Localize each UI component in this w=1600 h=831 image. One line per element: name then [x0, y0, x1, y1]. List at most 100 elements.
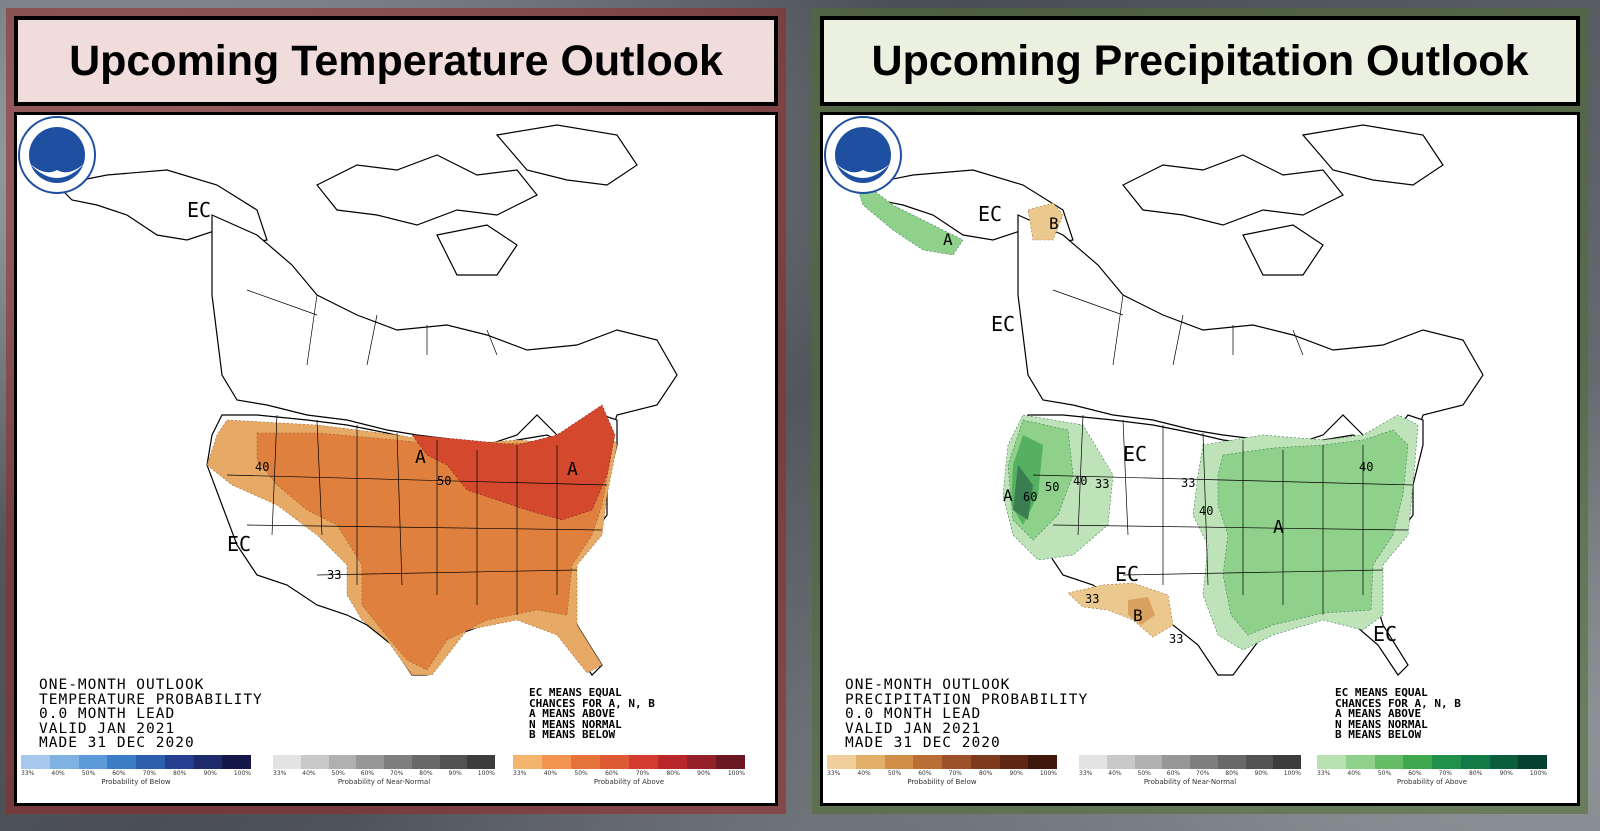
below-region: [1067, 582, 1174, 638]
colorbar-tick: 100%: [727, 770, 745, 777]
colorbar-label: Probability of Near-Normal: [1143, 778, 1237, 786]
colorbar-tick: 33%: [513, 770, 527, 777]
boundaries: [226, 289, 608, 615]
legend-line: N MEANS NORMAL: [529, 717, 622, 731]
contour-label: 33: [327, 568, 341, 582]
colorbar-swatch: [571, 755, 600, 769]
colorbar-ticks: 33% 40% 50% 60% 70% 80% 90% 100%: [513, 770, 745, 777]
colorbar-tick: 90%: [1009, 770, 1023, 777]
colorbar-tick: 70%: [635, 770, 650, 777]
colorbar-swatch: [658, 755, 687, 769]
colorbar-label: Probability of Near-Normal: [337, 778, 431, 786]
colorbar-swatch: [970, 755, 1000, 769]
colorbar-swatch: [716, 755, 745, 769]
colorbar-swatch: [913, 755, 942, 769]
colorbar-swatch: [193, 755, 223, 769]
colorbar-tick: 60%: [360, 770, 375, 777]
colorbar-swatch: [542, 755, 571, 769]
ec-label: EC: [1123, 442, 1147, 466]
colorbar-tick: 40%: [543, 770, 558, 777]
contour-label: 50: [1045, 480, 1059, 494]
ec-label: EC: [227, 532, 251, 556]
base-map: [55, 124, 678, 461]
colorbar-swatch: [827, 755, 856, 769]
colorbar-swatch: [384, 755, 412, 769]
colorbar-tick: 70%: [1438, 770, 1452, 777]
colorbar-swatches: [827, 755, 1057, 769]
caption-line: TEMPERATURE PROBABILITY: [39, 691, 263, 708]
colorbar-swatch: [273, 755, 301, 769]
colorbar-tick: 50%: [574, 770, 588, 777]
colorbar-tick: 80%: [173, 770, 187, 777]
colorbar-tick: 33%: [21, 770, 35, 777]
legend-line: B MEANS BELOW: [529, 728, 616, 741]
panel-title: Upcoming Precipitation Outlook: [820, 16, 1580, 106]
caption-line: VALID JAN 2021: [39, 720, 176, 737]
colorbar-tick: 70%: [1196, 770, 1210, 777]
colorbar-label: Probability of Above: [593, 778, 665, 786]
colorbar-swatches: [513, 755, 745, 769]
temperature-map-svg: EC EC A A 40 50 33: [55, 124, 678, 676]
below-region: [1128, 597, 1155, 625]
ec-legend: EC MEANS EQUAL CHANCES FOR A, N, B A MEA…: [529, 687, 655, 741]
base-map: [861, 124, 1484, 461]
above-label: A: [1273, 517, 1284, 538]
ec-label: EC: [991, 312, 1015, 336]
contour-label: 33: [1169, 632, 1183, 646]
colorbar-swatch: [999, 755, 1029, 769]
colorbar-tick: 40%: [302, 770, 316, 777]
colorbar-swatch: [1190, 755, 1218, 769]
caption-line: 0.0 MONTH LEAD: [39, 706, 176, 722]
colorbar-tick: 70%: [948, 770, 962, 777]
temperature-outlook-panel: Upcoming Temperature Outlook: [6, 8, 786, 814]
contour-label: 40: [1359, 460, 1373, 474]
colorbar-tick: 50%: [81, 770, 96, 777]
colorbar-swatch: [1028, 755, 1057, 769]
colorbar-swatch: [21, 755, 50, 769]
colorbar-swatch: [600, 755, 629, 769]
colorbar-tick: 40%: [51, 770, 65, 777]
colorbar-tick: 90%: [1254, 770, 1268, 777]
colorbar-ticks: 33% 40% 50% 60% 70% 80% 90% 100%: [21, 770, 251, 777]
colorbar-swatch: [942, 755, 971, 769]
colorbar-tick: 80%: [979, 770, 993, 777]
ec-label: EC: [187, 198, 211, 222]
colorbar-tick: 100%: [1039, 770, 1057, 777]
colorbar-tick: 33%: [827, 770, 841, 777]
colorbar-swatch: [1345, 755, 1375, 769]
above-region: [852, 174, 964, 256]
colorbar-swatch: [1374, 755, 1404, 769]
colorbar-tick: 70%: [390, 770, 404, 777]
colorbar-swatch: [1317, 755, 1346, 769]
contour-label: 33: [1095, 477, 1109, 491]
colorbar-near-normal: 33% 40% 50% 60% 70% 80% 90% 100% Probability of…: [273, 755, 495, 795]
colorbar-swatch: [136, 755, 165, 769]
colorbar-tick: 90%: [697, 770, 711, 777]
colorbar-swatch: [49, 755, 79, 769]
colorbar-swatch: [107, 755, 136, 769]
colorbar-swatch: [411, 755, 440, 769]
contour-label: 33: [1085, 592, 1099, 606]
legend-line: CHANCES FOR A, N, B: [1335, 696, 1461, 710]
map-caption: ONE-MONTH OUTLOOK PRECIPITATION PROBABIL…: [845, 678, 1088, 751]
colorbar-swatches: [21, 755, 251, 769]
above-label: A: [1003, 486, 1013, 505]
colorbar-swatches: [1079, 755, 1301, 769]
caption-line: ONE-MONTH OUTLOOK: [845, 677, 1011, 693]
colorbar-tick: 100%: [1283, 770, 1301, 777]
colorbar-swatch: [1134, 755, 1163, 769]
colorbar-swatches: [1317, 755, 1547, 769]
colorbar-swatch: [164, 755, 194, 769]
panel-title: Upcoming Temperature Outlook: [14, 16, 778, 106]
ec-label: EC: [978, 202, 1002, 226]
colorbar-ticks: 33% 40% 50% 60% 70% 80% 90% 100%: [1079, 770, 1301, 777]
colorbar-tick: 70%: [142, 770, 156, 777]
colorbar-swatch: [513, 755, 542, 769]
above-label: A: [567, 459, 578, 480]
colorbar-tick: 40%: [1108, 770, 1122, 777]
colorbar-ticks: 33% 40% 50% 60% 70% 80% 90% 100%: [827, 770, 1057, 777]
caption-line: 0.0 MONTH LEAD: [845, 706, 982, 722]
colorbar-swatch: [1489, 755, 1519, 769]
contour-label: 40: [1073, 474, 1087, 488]
colorbar-ticks: 33% 40% 50% 60% 70% 80% 90% 100%: [273, 770, 495, 777]
